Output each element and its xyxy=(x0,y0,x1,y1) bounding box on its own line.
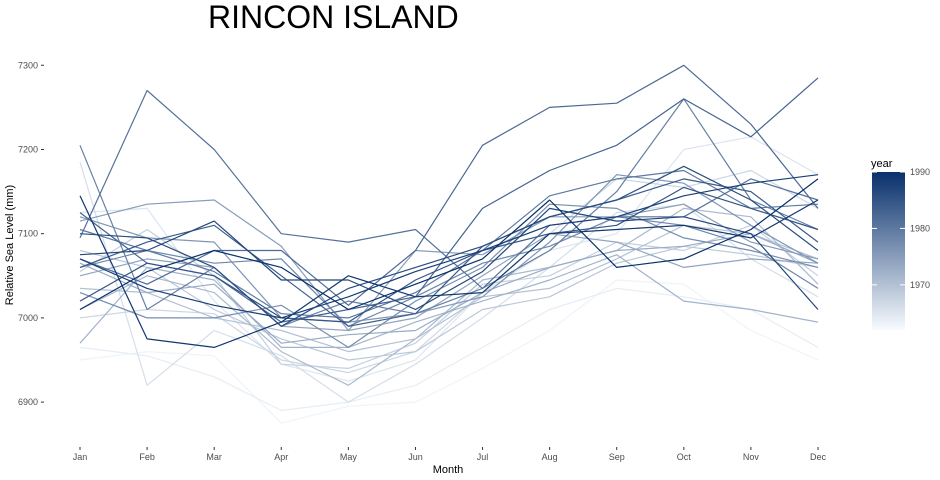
x-tick-label: May xyxy=(340,452,358,462)
series-line-1970 xyxy=(79,224,819,353)
y-axis: 6900 7000 7100 7200 7300 xyxy=(18,60,44,407)
legend-title: year xyxy=(871,158,893,170)
x-axis: Jan Feb Mar Apr May Jun Jul Aug Sep Oct Nov Dec xyxy=(73,447,827,462)
y-tick-label: 7300 xyxy=(18,60,38,70)
series-line-1966 xyxy=(79,161,819,403)
x-tick-label: Mar xyxy=(206,452,222,462)
x-axis-title: Month xyxy=(433,464,464,476)
y-tick-label: 6900 xyxy=(18,397,38,407)
series-line-1990 xyxy=(79,178,819,311)
y-axis-title: Relative Sea Level (mm) xyxy=(4,185,16,305)
series-line-1982 xyxy=(79,64,819,306)
series-line-1969 xyxy=(79,245,819,361)
chart-title: RINCON ISLAND xyxy=(208,0,459,35)
series-line-1983 xyxy=(79,77,819,323)
series-line-1973 xyxy=(79,233,819,344)
x-tick-label: Apr xyxy=(274,452,288,462)
y-tick-label: 7100 xyxy=(18,229,38,239)
color-legend: year 1970 1980 1990 xyxy=(871,158,930,330)
series-line-1967 xyxy=(79,169,819,374)
series-line-1989 xyxy=(79,195,819,348)
series-line-1985 xyxy=(79,186,819,323)
series-lines xyxy=(79,64,819,424)
series-line-1964 xyxy=(79,287,819,412)
y-tick-label: 7000 xyxy=(18,313,38,323)
x-tick-label: Sep xyxy=(609,452,625,462)
series-line-1980 xyxy=(79,169,819,319)
legend-tick-label: 1980 xyxy=(910,223,930,233)
x-tick-label: Jun xyxy=(408,452,423,462)
x-tick-label: Jan xyxy=(73,452,88,462)
series-line-1963 xyxy=(79,279,819,424)
legend-ticks: 1970 1980 1990 xyxy=(872,167,930,290)
x-tick-label: Jul xyxy=(477,452,489,462)
series-line-1987 xyxy=(79,207,819,311)
x-tick-label: Dec xyxy=(810,452,827,462)
series-line-1979 xyxy=(79,98,819,327)
y-tick-label: 7200 xyxy=(18,144,38,154)
series-line-1986 xyxy=(79,165,819,327)
series-line-1976 xyxy=(79,174,819,323)
series-line-1977 xyxy=(79,203,819,348)
series-line-1988 xyxy=(79,174,819,319)
x-tick-label: Nov xyxy=(743,452,760,462)
x-tick-label: Oct xyxy=(677,452,692,462)
x-tick-label: Feb xyxy=(139,452,155,462)
series-line-1981 xyxy=(79,89,819,289)
series-line-1984 xyxy=(79,178,819,327)
legend-tick-label: 1990 xyxy=(910,167,930,177)
x-tick-label: Aug xyxy=(542,452,558,462)
series-line-1974 xyxy=(79,233,819,332)
legend-colorbar xyxy=(872,172,905,330)
legend-tick-label: 1970 xyxy=(910,280,930,290)
